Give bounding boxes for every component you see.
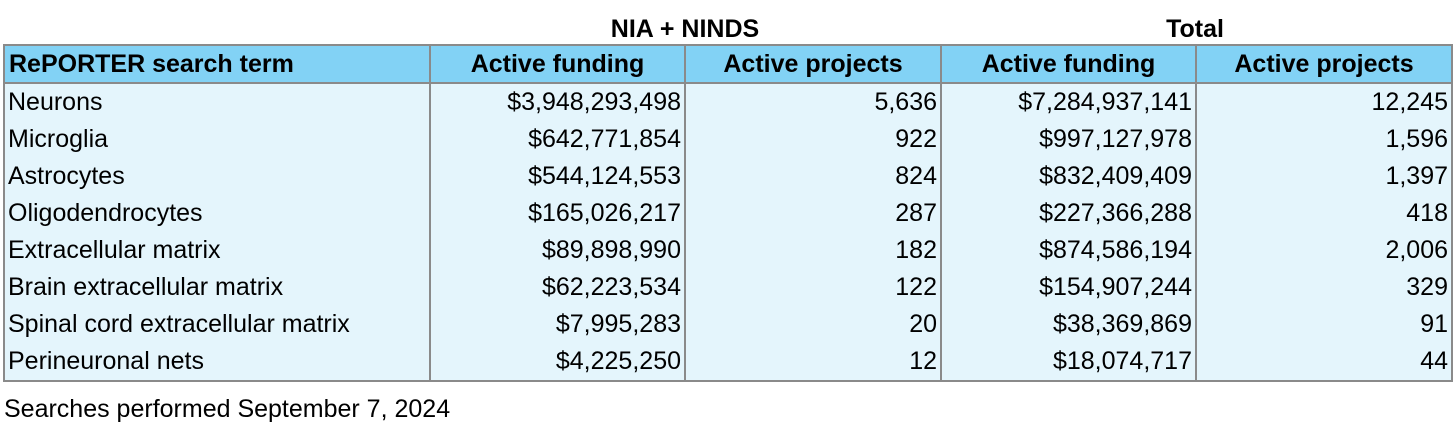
cell-total-active-projects: 1,397 xyxy=(1195,158,1453,195)
column-header-total-active-projects: Active projects xyxy=(1195,44,1453,84)
cell-nia-active-funding: $7,995,283 xyxy=(429,306,686,343)
cell-nia-active-projects: 12 xyxy=(684,343,942,382)
cell-search-term: Brain extracellular matrix xyxy=(3,269,431,306)
cell-nia-active-funding: $642,771,854 xyxy=(429,121,686,158)
table-row: Oligodendrocytes $165,026,217 287 $227,366,… xyxy=(3,195,1453,232)
cell-search-term: Extracellular matrix xyxy=(3,232,431,269)
cell-nia-active-funding: $165,026,217 xyxy=(429,195,686,232)
table-row: Brain extracellular matrix $62,223,534 122… xyxy=(3,269,1453,306)
cell-search-term: Oligodendrocytes xyxy=(3,195,431,232)
table-body: Neurons $3,948,293,498 5,636 $7,284,937,141… xyxy=(3,83,1453,382)
cell-search-term: Spinal cord extracellular matrix xyxy=(3,306,431,343)
cell-nia-active-projects: 122 xyxy=(684,269,942,306)
cell-total-active-funding: $997,127,978 xyxy=(940,121,1197,158)
cell-nia-active-projects: 20 xyxy=(684,306,942,343)
footnote: Searches performed September 7, 2024 xyxy=(4,395,451,423)
cell-search-term: Astrocytes xyxy=(3,158,431,195)
cell-total-active-funding: $38,369,869 xyxy=(940,306,1197,343)
cell-total-active-projects: 91 xyxy=(1195,306,1453,343)
cell-nia-active-funding: $3,948,293,498 xyxy=(429,83,686,121)
cell-nia-active-funding: $544,124,553 xyxy=(429,158,686,195)
column-header-total-active-funding: Active funding xyxy=(940,44,1197,84)
cell-total-active-funding: $18,074,717 xyxy=(940,343,1197,382)
cell-total-active-projects: 329 xyxy=(1195,269,1453,306)
cell-nia-active-projects: 5,636 xyxy=(684,83,942,121)
column-header-nia-active-funding: Active funding xyxy=(429,44,686,84)
cell-total-active-projects: 12,245 xyxy=(1195,83,1453,121)
cell-total-active-projects: 1,596 xyxy=(1195,121,1453,158)
cell-total-active-funding: $7,284,937,141 xyxy=(940,83,1197,121)
table-header-row: RePORTER search term Active funding Acti… xyxy=(3,44,1453,84)
column-header-nia-active-projects: Active projects xyxy=(684,44,942,84)
group-header-nia-ninds: NIA + NINDS xyxy=(610,15,760,43)
cell-nia-active-funding: $89,898,990 xyxy=(429,232,686,269)
table-row: Perineuronal nets $4,225,250 12 $18,074,717… xyxy=(3,343,1453,382)
table-row: Microglia $642,771,854 922 $997,127,978 1,59… xyxy=(3,121,1453,158)
cell-total-active-funding: $874,586,194 xyxy=(940,232,1197,269)
cell-nia-active-projects: 287 xyxy=(684,195,942,232)
cell-total-active-funding: $227,366,288 xyxy=(940,195,1197,232)
cell-search-term: Neurons xyxy=(3,83,431,121)
table-row: Extracellular matrix $89,898,990 182 $874,5… xyxy=(3,232,1453,269)
cell-nia-active-funding: $4,225,250 xyxy=(429,343,686,382)
cell-search-term: Perineuronal nets xyxy=(3,343,431,382)
table-row: Spinal cord extracellular matrix $7,995,2… xyxy=(3,306,1453,343)
cell-search-term: Microglia xyxy=(3,121,431,158)
cell-total-active-projects: 2,006 xyxy=(1195,232,1453,269)
funding-table: RePORTER search term Active funding Acti… xyxy=(3,44,1453,382)
table-row: Neurons $3,948,293,498 5,636 $7,284,937,141… xyxy=(3,83,1453,121)
cell-total-active-funding: $832,409,409 xyxy=(940,158,1197,195)
column-header-search-term: RePORTER search term xyxy=(3,44,431,84)
cell-nia-active-funding: $62,223,534 xyxy=(429,269,686,306)
cell-total-active-funding: $154,907,244 xyxy=(940,269,1197,306)
cell-total-active-projects: 44 xyxy=(1195,343,1453,382)
cell-nia-active-projects: 182 xyxy=(684,232,942,269)
group-header-total: Total xyxy=(1166,15,1224,43)
cell-nia-active-projects: 922 xyxy=(684,121,942,158)
cell-total-active-projects: 418 xyxy=(1195,195,1453,232)
table-row: Astrocytes $544,124,553 824 $832,409,409 1,3… xyxy=(3,158,1453,195)
cell-nia-active-projects: 824 xyxy=(684,158,942,195)
